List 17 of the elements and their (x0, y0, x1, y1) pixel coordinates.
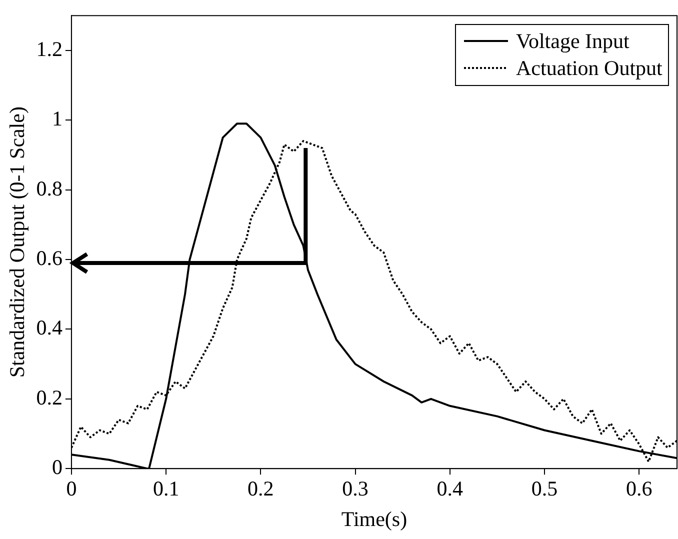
y-tick-label: 0.2 (36, 385, 62, 410)
legend-label: Voltage Input (516, 28, 630, 55)
y-tick-label: 1.2 (36, 36, 62, 61)
x-tick-label: 0.3 (342, 476, 368, 501)
y-tick-label: 1 (52, 106, 62, 131)
legend-label: Actuation Output (516, 54, 662, 82)
x-tick-label: 0.5 (531, 476, 558, 501)
x-tick-label: 0.6 (626, 476, 652, 501)
y-tick-label: 0.4 (36, 316, 63, 340)
x-tick-label: 0.4 (436, 476, 464, 501)
x-tick-label: 0.2 (248, 476, 274, 501)
x-tick-label: 0.1 (152, 476, 180, 501)
x-axis-title: Time(s) (341, 506, 408, 531)
y-tick-label: 0.6 (36, 246, 62, 270)
y-tick-label: 0.8 (36, 176, 62, 200)
y-axis-title: Standardized Output (0-1 Scale) (5, 106, 30, 378)
y-tick-label: 0 (52, 455, 62, 480)
